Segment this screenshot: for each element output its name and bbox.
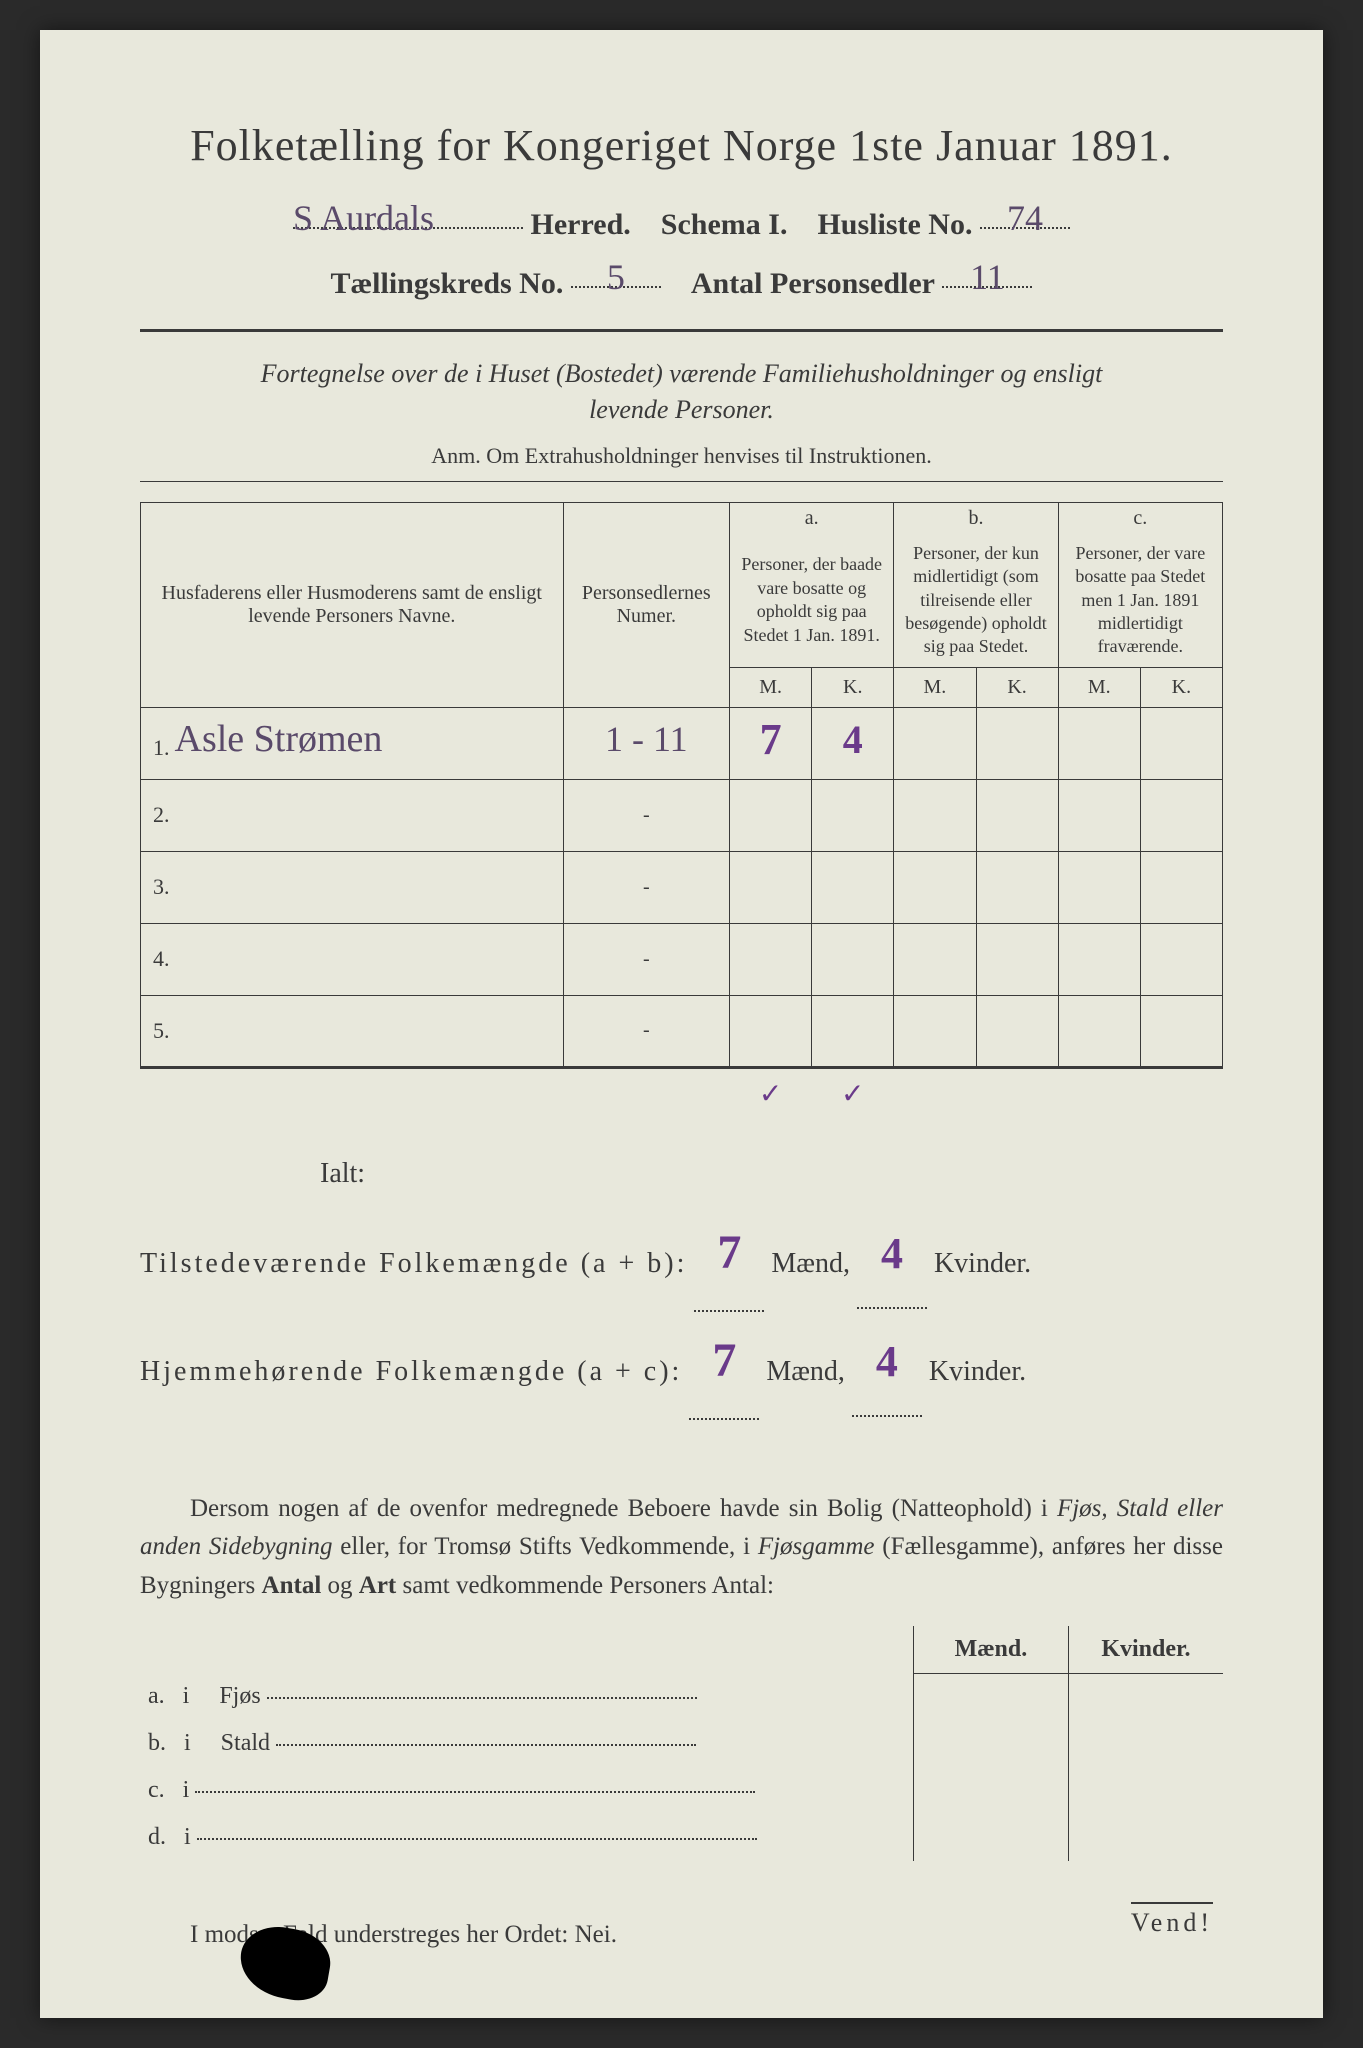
- antal-label: Antal Personsedler: [691, 267, 935, 300]
- ac-m: 7: [712, 1334, 736, 1387]
- lower-maend: Mænd.: [914, 1626, 1069, 1674]
- husliste-value: 74: [1007, 198, 1043, 238]
- table-body: 1. Asle Strømen 1 - 11 7 4 2. - 3. - 4. …: [141, 707, 1223, 1119]
- husliste-field: 74: [980, 201, 1070, 229]
- th-a: Personer, der baade vare bosatte og opho…: [730, 534, 894, 667]
- table-row: 4. -: [141, 923, 1223, 995]
- divider-1: [140, 329, 1223, 332]
- th-c: Personer, der vare bosatte paa Stedet me…: [1058, 534, 1222, 667]
- subtitle-2: levende Personer.: [589, 395, 774, 424]
- totals-block: Ialt: Tilstedeværende Folkemængde (a + b…: [140, 1143, 1223, 1420]
- header-line-3: Tællingskreds No. 5 Antal Personsedler 1…: [140, 260, 1223, 301]
- schema-label: Schema I.: [661, 208, 788, 241]
- table-row: 2. -: [141, 779, 1223, 851]
- ab-m: 7: [717, 1226, 741, 1279]
- th-c-m: M.: [1058, 667, 1140, 707]
- lower-row: b. i Stald: [140, 1720, 1223, 1767]
- th-a-top: a.: [730, 502, 894, 534]
- antal-field: 11: [942, 260, 1032, 288]
- kreds-field: 5: [571, 260, 661, 288]
- bolig-paragraph: Dersom nogen af de ovenfor medregnede Be…: [140, 1490, 1223, 1606]
- table-row: 3. -: [141, 851, 1223, 923]
- row1-name: Asle Strømen: [175, 718, 383, 760]
- th-c-top: c.: [1058, 502, 1222, 534]
- herred-value: S Aurdals: [293, 198, 434, 238]
- subtitle: Fortegnelse over de i Huset (Bostedet) v…: [140, 356, 1223, 429]
- antal-value: 11: [970, 257, 1005, 297]
- divider-2: [140, 481, 1223, 482]
- ab-k: 4: [881, 1229, 903, 1278]
- th-c-k: K.: [1140, 667, 1222, 707]
- census-form-page: Folketælling for Kongeriget Norge 1ste J…: [40, 30, 1323, 2018]
- lower-row: d. i: [140, 1814, 1223, 1861]
- lower-row: a. i Fjøs: [140, 1673, 1223, 1720]
- vend-label: Vend!: [1131, 1902, 1213, 1938]
- kreds-value: 5: [607, 257, 625, 297]
- building-table: Mænd. Kvinder. a. i Fjøs b. i Stald c. i…: [140, 1626, 1223, 1862]
- ialt-label: Ialt:: [140, 1143, 1223, 1205]
- header-line-2: S Aurdals Herred. Schema I. Husliste No.…: [140, 201, 1223, 242]
- th-names: Husfaderens eller Husmoderens samt de en…: [141, 502, 564, 707]
- tilstede-label: Tilstedeværende Folkemængde (a + b):: [140, 1233, 687, 1295]
- lower-kvinder: Kvinder.: [1068, 1626, 1223, 1674]
- table-row: 5. -: [141, 995, 1223, 1067]
- page-title: Folketælling for Kongeriget Norge 1ste J…: [140, 120, 1223, 171]
- th-b-top: b.: [894, 502, 1058, 534]
- ac-k: 4: [876, 1337, 898, 1386]
- husliste-label: Husliste No.: [817, 208, 972, 241]
- table-row: 1. Asle Strømen 1 - 11 7 4: [141, 707, 1223, 779]
- hjemme-label: Hjemmehørende Folkemængde (a + c):: [140, 1341, 682, 1403]
- th-b-k: K.: [976, 667, 1058, 707]
- tick-row: ✓ ✓: [141, 1067, 1223, 1119]
- th-a-m: M.: [730, 667, 812, 707]
- anm-note: Anm. Om Extrahusholdninger henvises til …: [140, 443, 1223, 469]
- herred-label: Herred.: [531, 208, 631, 241]
- lower-row: c. i: [140, 1767, 1223, 1814]
- subtitle-1: Fortegnelse over de i Huset (Bostedet) v…: [261, 359, 1103, 388]
- household-table: Husfaderens eller Husmoderens samt de en…: [140, 502, 1223, 1119]
- kreds-label: Tællingskreds No.: [331, 267, 564, 300]
- th-numer: Personsedlernes Numer.: [563, 502, 730, 707]
- th-b-m: M.: [894, 667, 976, 707]
- hjemme-row: Hjemmehørende Folkemængde (a + c): 7 Mæn…: [140, 1312, 1223, 1420]
- th-a-k: K.: [812, 667, 894, 707]
- herred-field: S Aurdals: [293, 201, 523, 229]
- th-b: Personer, der kun midlertidigt (som tilr…: [894, 534, 1058, 667]
- tilstede-row: Tilstedeværende Folkemængde (a + b): 7 M…: [140, 1204, 1223, 1312]
